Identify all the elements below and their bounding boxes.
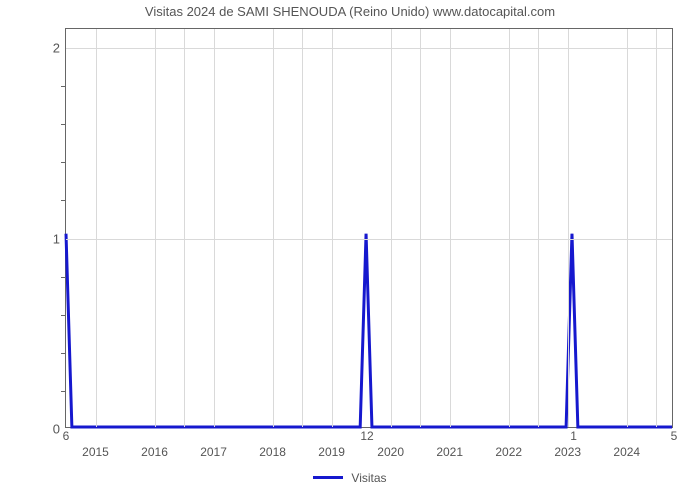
y-minor-tick (61, 277, 66, 278)
x-tick-label: 2015 (82, 445, 109, 459)
vgrid-line (450, 29, 451, 427)
data-value-label: 6 (63, 429, 70, 443)
y-tick-label: 1 (53, 231, 60, 246)
x-tick-label: 2024 (613, 445, 640, 459)
vgrid-line (627, 29, 628, 427)
vgrid-line (273, 29, 274, 427)
vgrid-line (391, 29, 392, 427)
vgrid-line (420, 29, 421, 427)
y-minor-tick (61, 86, 66, 87)
data-value-label: 12 (360, 429, 373, 443)
vgrid-line (332, 29, 333, 427)
plot-area: 0122015201620172018201920202021202220232… (65, 28, 673, 428)
vgrid-line (184, 29, 185, 427)
x-tick-label: 2017 (200, 445, 227, 459)
y-minor-tick (61, 200, 66, 201)
x-tick-label: 2018 (259, 445, 286, 459)
vgrid-line (96, 29, 97, 427)
series-svg (66, 29, 672, 427)
y-minor-tick (61, 315, 66, 316)
data-value-label: 5 (671, 429, 678, 443)
x-tick-label: 2020 (377, 445, 404, 459)
y-minor-tick (61, 353, 66, 354)
series-line (66, 234, 672, 427)
legend-swatch (313, 476, 343, 479)
vgrid-line (155, 29, 156, 427)
hgrid-line (66, 48, 672, 49)
y-minor-tick (61, 162, 66, 163)
data-value-label: 1 (570, 429, 577, 443)
x-tick-label: 2019 (318, 445, 345, 459)
vgrid-line (538, 29, 539, 427)
vgrid-line (302, 29, 303, 427)
x-tick-label: 2016 (141, 445, 168, 459)
y-minor-tick (61, 391, 66, 392)
x-tick-label: 2023 (554, 445, 581, 459)
legend: Visitas (0, 470, 700, 485)
y-minor-tick (61, 124, 66, 125)
chart-container: Visitas 2024 de SAMI SHENOUDA (Reino Uni… (0, 0, 700, 500)
vgrid-line (656, 29, 657, 427)
hgrid-line (66, 239, 672, 240)
y-tick-label: 2 (53, 41, 60, 56)
legend-label: Visitas (351, 471, 386, 485)
x-tick-label: 2021 (436, 445, 463, 459)
chart-title: Visitas 2024 de SAMI SHENOUDA (Reino Uni… (0, 4, 700, 19)
x-tick-label: 2022 (495, 445, 522, 459)
y-tick-label: 0 (53, 422, 60, 437)
vgrid-line (568, 29, 569, 427)
vgrid-line (509, 29, 510, 427)
vgrid-line (214, 29, 215, 427)
